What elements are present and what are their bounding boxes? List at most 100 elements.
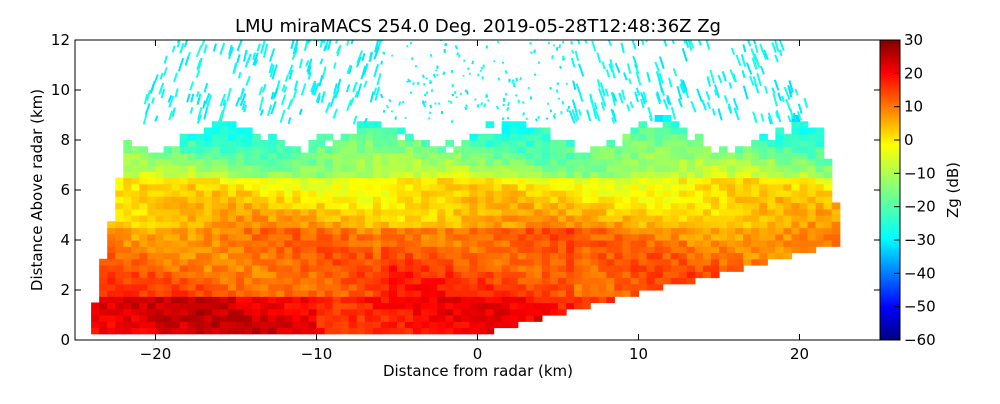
noise-mark [563, 41, 564, 44]
reflectivity-cell [317, 178, 326, 185]
reflectivity-cell [147, 203, 156, 210]
reflectivity-cell [590, 246, 599, 253]
reflectivity-cell [735, 171, 744, 178]
reflectivity-cell [574, 234, 583, 241]
reflectivity-cell [349, 146, 358, 153]
noise-mark [562, 101, 563, 104]
reflectivity-cell [453, 146, 462, 153]
reflectivity-cell [775, 178, 784, 185]
reflectivity-cell [816, 140, 825, 147]
reflectivity-cell [341, 184, 350, 191]
reflectivity-cell [558, 146, 567, 153]
noise-mark [786, 99, 790, 111]
reflectivity-cell [590, 190, 599, 197]
reflectivity-cell [349, 240, 358, 247]
reflectivity-cell [389, 278, 398, 285]
reflectivity-cell [107, 240, 116, 247]
reflectivity-cell [550, 215, 559, 222]
reflectivity-cell [824, 240, 833, 247]
reflectivity-cell [139, 228, 148, 235]
noise-mark [548, 103, 549, 105]
reflectivity-cell [671, 259, 680, 266]
noise-mark [550, 110, 551, 113]
noise-mark [750, 76, 753, 85]
reflectivity-cell [164, 153, 173, 160]
reflectivity-cell [389, 228, 398, 235]
noise-mark [538, 116, 539, 119]
reflectivity-cell [365, 203, 374, 210]
reflectivity-cell [526, 140, 535, 147]
reflectivity-cell [719, 196, 728, 203]
reflectivity-cell [542, 196, 551, 203]
reflectivity-cell [357, 221, 366, 228]
reflectivity-cell [630, 271, 639, 278]
reflectivity-cell [204, 278, 213, 285]
reflectivity-cell [357, 290, 366, 297]
reflectivity-cell [413, 234, 422, 241]
reflectivity-cell [381, 146, 390, 153]
reflectivity-cell [115, 328, 124, 335]
reflectivity-cell [639, 140, 648, 147]
reflectivity-cell [526, 209, 535, 216]
reflectivity-cell [204, 190, 213, 197]
reflectivity-cell [244, 240, 253, 247]
reflectivity-cell [550, 271, 559, 278]
reflectivity-cell [574, 159, 583, 166]
reflectivity-cell [647, 284, 656, 291]
reflectivity-cell [486, 134, 495, 141]
reflectivity-cell [518, 203, 527, 210]
reflectivity-cell [542, 190, 551, 197]
reflectivity-cell [156, 265, 165, 272]
reflectivity-cell [365, 215, 374, 222]
reflectivity-cell [147, 246, 156, 253]
reflectivity-cell [800, 165, 809, 172]
reflectivity-cell [212, 221, 221, 228]
reflectivity-cell [131, 171, 140, 178]
reflectivity-cell [220, 259, 229, 266]
reflectivity-cell [139, 315, 148, 322]
noise-mark [443, 72, 445, 75]
reflectivity-cell [437, 240, 446, 247]
reflectivity-cell [333, 190, 342, 197]
reflectivity-cell [405, 159, 414, 166]
reflectivity-cell [413, 328, 422, 335]
reflectivity-cell [566, 265, 575, 272]
reflectivity-cell [783, 140, 792, 147]
reflectivity-cell [494, 221, 503, 228]
noise-mark [503, 117, 504, 120]
reflectivity-cell [606, 153, 615, 160]
reflectivity-cell [590, 171, 599, 178]
reflectivity-cell [188, 171, 197, 178]
reflectivity-cell [429, 178, 438, 185]
reflectivity-cell [333, 171, 342, 178]
reflectivity-cell [212, 315, 221, 322]
reflectivity-cell [373, 309, 382, 316]
reflectivity-cell [622, 228, 631, 235]
reflectivity-cell [292, 165, 301, 172]
reflectivity-cell [808, 221, 817, 228]
reflectivity-cell [534, 221, 543, 228]
noise-mark [557, 82, 558, 85]
reflectivity-cell [292, 196, 301, 203]
reflectivity-cell [534, 271, 543, 278]
reflectivity-cell [413, 271, 422, 278]
reflectivity-cell [429, 315, 438, 322]
reflectivity-cell [107, 284, 116, 291]
reflectivity-cell [180, 328, 189, 335]
reflectivity-cell [325, 278, 334, 285]
reflectivity-cell [711, 178, 720, 185]
reflectivity-cell [308, 315, 317, 322]
reflectivity-cell [107, 309, 116, 316]
reflectivity-cell [808, 171, 817, 178]
reflectivity-cell [252, 221, 261, 228]
reflectivity-cell [260, 296, 269, 303]
noise-mark [164, 67, 167, 75]
reflectivity-cell [655, 165, 664, 172]
reflectivity-cell [276, 140, 285, 147]
reflectivity-cell [180, 215, 189, 222]
reflectivity-cell [478, 190, 487, 197]
reflectivity-cell [687, 171, 696, 178]
reflectivity-cell [606, 253, 615, 260]
reflectivity-cell [518, 121, 527, 128]
reflectivity-cell [196, 315, 205, 322]
